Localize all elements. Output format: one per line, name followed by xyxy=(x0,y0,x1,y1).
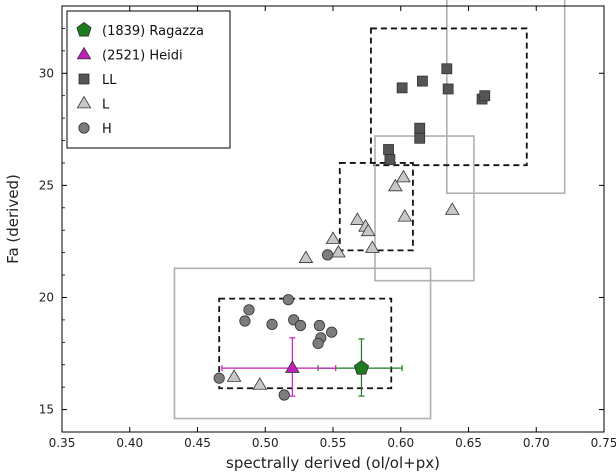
y-tick-label: 25 xyxy=(39,178,54,192)
2521-heidi-point-0 xyxy=(285,360,300,373)
l-point-7 xyxy=(325,231,341,244)
legend-label-ll: LL xyxy=(102,73,117,88)
ll-point-7 xyxy=(384,154,396,165)
h-point-9 xyxy=(326,326,338,338)
ll-point-6 xyxy=(383,144,394,155)
legend-label-1839-ragazza: (1839) Ragazza xyxy=(102,24,204,39)
h-point-0 xyxy=(243,304,255,316)
l-point-6 xyxy=(360,223,376,237)
legend-frame xyxy=(66,10,231,149)
legend-marker-h xyxy=(78,122,90,134)
h-point-6 xyxy=(313,319,326,332)
x-tick-label: 0.60 xyxy=(387,436,414,450)
1839-ragazza-point-0 xyxy=(353,360,370,375)
l-point-4 xyxy=(350,212,365,225)
l-point-12 xyxy=(252,377,268,390)
y-tick-label: 15 xyxy=(39,403,54,417)
data-points xyxy=(213,63,491,401)
x-tick-label: 0.55 xyxy=(320,436,347,450)
axis-ticks: 0.35 0.40 0.45 0.50 0.55 0.60 0.65 0.70 0.75 15 20… xyxy=(39,5,616,450)
l-point-3 xyxy=(397,208,413,222)
x-tick-label: 0.45 xyxy=(184,436,211,450)
legend-marker-1839-ragazza xyxy=(76,22,92,37)
x-tick-label: 0.35 xyxy=(49,436,76,450)
l-point-2 xyxy=(444,202,460,215)
l-point-11 xyxy=(226,369,242,382)
x-tick-label: 0.40 xyxy=(116,436,143,450)
x-tick-label: 0.50 xyxy=(252,436,279,450)
l-point-9 xyxy=(331,244,346,258)
x-tick-label: 0.70 xyxy=(523,436,550,450)
h-point-5 xyxy=(294,319,307,332)
legend-label-l: L xyxy=(102,98,110,113)
y-tick-label: 20 xyxy=(39,290,54,304)
dashed-box-1 xyxy=(370,27,528,167)
y-axis-label: Fa (derived) xyxy=(4,174,22,264)
l-point-0 xyxy=(396,169,411,183)
h-point-10 xyxy=(213,372,225,384)
l-point-10 xyxy=(298,250,314,263)
ll-point-2 xyxy=(441,63,453,75)
ll-point-5 xyxy=(479,90,491,102)
h-point-2 xyxy=(266,318,278,330)
ll-point-8 xyxy=(414,122,426,134)
legend-marker-ll xyxy=(78,73,90,85)
l-point-8 xyxy=(364,240,380,253)
solid-box-4 xyxy=(173,267,432,420)
legend-marker-2521-heidi xyxy=(76,46,92,60)
x-tick-label: 0.65 xyxy=(455,436,482,450)
h-point-11 xyxy=(278,389,290,401)
h-point-8 xyxy=(312,337,324,350)
y-tick-label: 30 xyxy=(39,66,54,80)
legend-label-2521-heidi: (2521) Heidi xyxy=(102,49,183,64)
solid-box-0 xyxy=(446,0,566,195)
l-point-1 xyxy=(387,178,403,192)
x-tick-label: 0.75 xyxy=(591,436,616,450)
region-boxes xyxy=(173,0,566,420)
h-point-3 xyxy=(282,294,294,306)
h-point-12 xyxy=(321,249,334,261)
ll-point-9 xyxy=(414,132,426,144)
legend-label-h: H xyxy=(102,122,112,137)
error-bars xyxy=(221,337,403,397)
ll-point-0 xyxy=(396,82,408,94)
ll-point-3 xyxy=(442,83,454,95)
h-point-1 xyxy=(239,315,251,327)
legend-marker-l xyxy=(76,95,92,109)
x-axis-label: spectrally derived (ol/ol+px) xyxy=(226,454,440,472)
ll-point-1 xyxy=(417,75,428,87)
